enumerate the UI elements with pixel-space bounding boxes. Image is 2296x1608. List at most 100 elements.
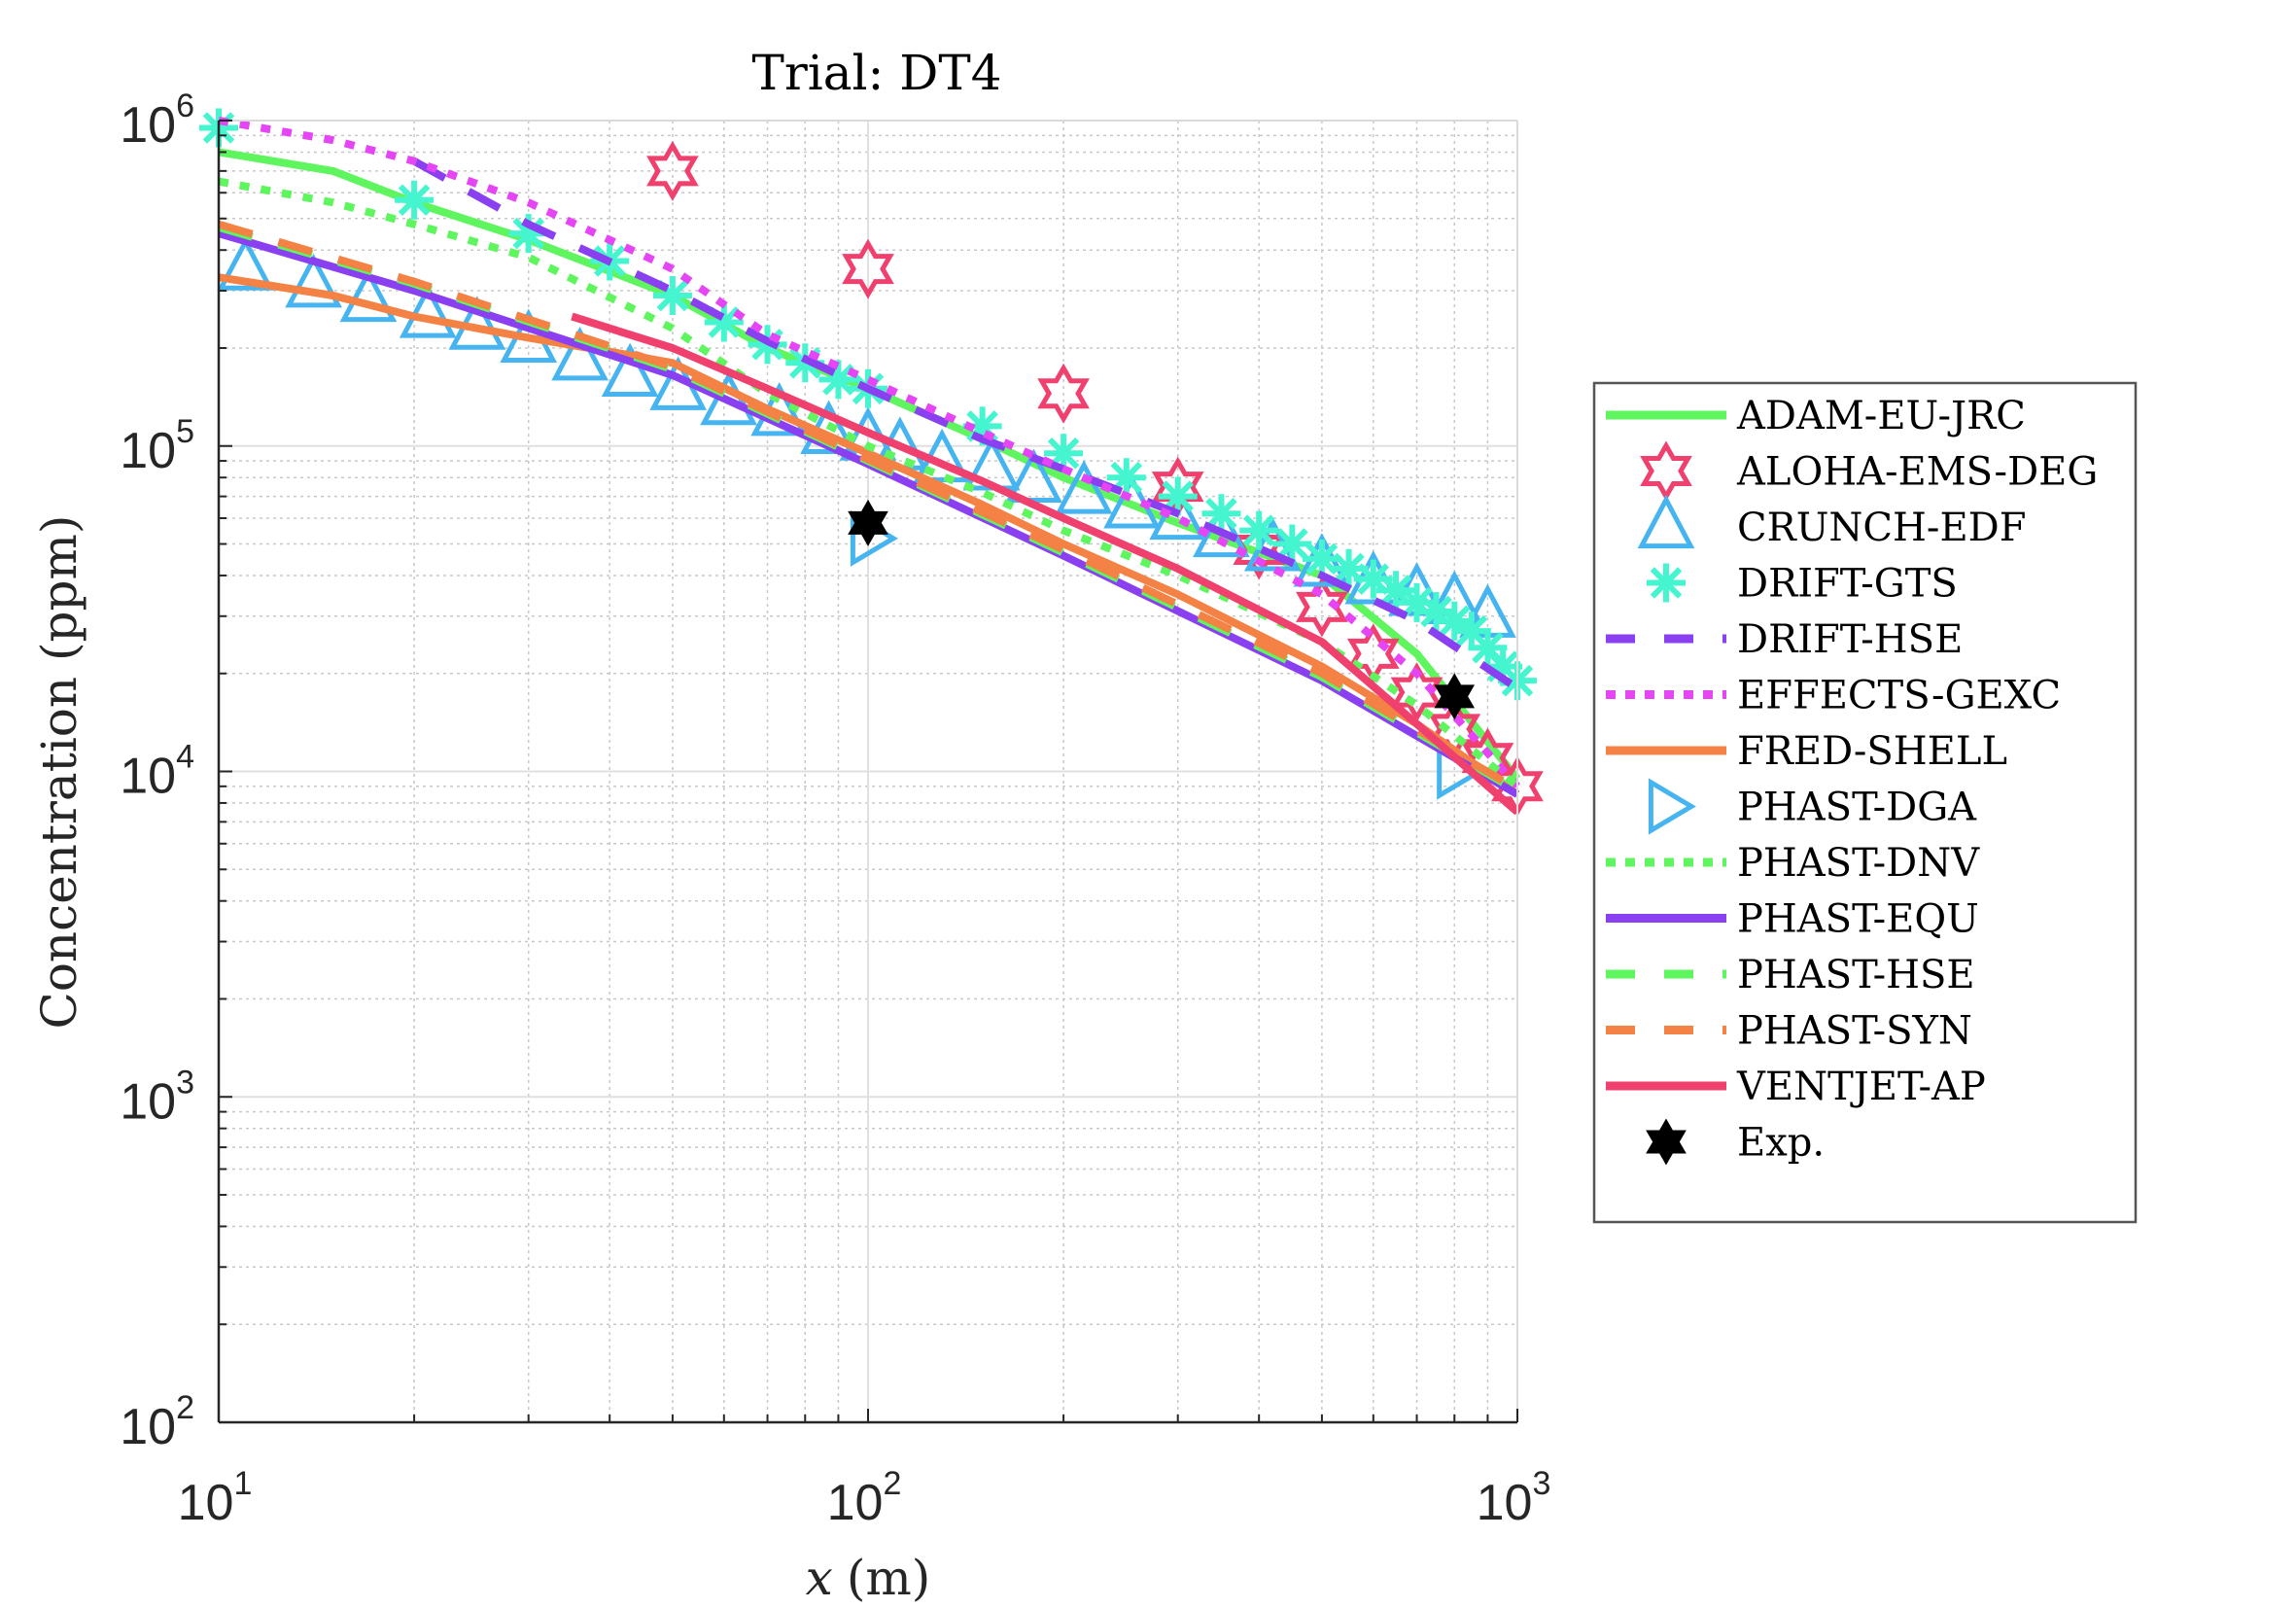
tick-base: 10 [120, 423, 176, 479]
data-point-drift-gts [1451, 612, 1491, 651]
x-axis-label: x (m) [806, 1550, 931, 1606]
legend-marker [1648, 778, 1696, 835]
legend-item-phast-equ: PHAST-EQU [1606, 897, 1979, 942]
legend-marker [1646, 1118, 1687, 1166]
data-point-drift-gts [1272, 524, 1312, 564]
series-ventjet-ap [571, 312, 1520, 816]
asterisk-stroke [1110, 461, 1143, 494]
data-point-aloha-ems-deg [842, 238, 894, 299]
tick-exponent: 6 [176, 87, 194, 124]
asterisk-stroke [1276, 528, 1308, 560]
legend-item-effects-gexc: EFFECTS-GEXC [1606, 674, 2061, 718]
data-point-aloha-ems-deg [646, 140, 699, 201]
data-point-drift-gts [1201, 494, 1241, 534]
legend-item-fred-shell: FRED-SHELL [1606, 729, 2007, 774]
series-line-ventjet-ap [571, 312, 1520, 816]
tick-base: 10 [178, 1475, 234, 1531]
legend-item-aloha-ems-deg: ALOHA-EMS-DEG [1640, 440, 2098, 502]
legend: ADAM-EU-JRC ALOHA-EMS-DEG CRUNCH-EDF DRIFT-… [1592, 381, 2138, 1224]
tick-exponent: 2 [176, 1389, 194, 1426]
series-phast-syn [217, 220, 1520, 793]
legend-label: PHAST-SYN [1737, 1009, 1972, 1054]
asterisk-stroke [1162, 480, 1194, 512]
y-tick-label: 102 [120, 1389, 194, 1455]
data-point-crunch-edf [399, 284, 457, 338]
legend-label: EFFECTS-GEXC [1737, 674, 2061, 718]
legend-item-phast-dnv: PHAST-DNV [1606, 841, 1980, 886]
series-exp [848, 499, 1476, 720]
series-fred-shell [218, 273, 1520, 798]
series-line-drift-hse [412, 157, 1520, 692]
x-tick-labels: 101 102 103 [178, 1465, 1551, 1531]
data-point-aloha-ems-deg [1037, 363, 1090, 424]
legend-label: DRIFT-GTS [1737, 562, 1958, 607]
x-tick-label: 101 [178, 1465, 253, 1531]
series-effects-gexc [218, 117, 1520, 789]
y-tick-label: 105 [120, 413, 194, 479]
data-point-crunch-edf [339, 267, 398, 323]
data-point-drift-gts [1376, 571, 1416, 611]
data-point-drift-gts [1239, 510, 1279, 550]
x-axis-label-unit: (m) [847, 1550, 930, 1606]
y-axis-label: Concentration (ppm) [31, 515, 87, 1030]
legend-item-ventjet-ap: VENTJET-AP [1606, 1065, 1986, 1109]
asterisk-stroke [1379, 575, 1412, 607]
asterisk-stroke [1650, 567, 1683, 599]
legend-item-drift-hse: DRIFT-HSE [1606, 617, 1963, 662]
data-point-exp [848, 499, 888, 546]
series-line-effects-gexc [218, 117, 1520, 789]
data-point-crunch-edf [285, 253, 342, 308]
tick-base: 10 [120, 1399, 176, 1455]
legend-label: PHAST-EQU [1737, 897, 1979, 942]
data-point-crunch-edf [1005, 448, 1062, 503]
tick-base: 10 [120, 1073, 176, 1130]
legend-item-exp: Exp. [1646, 1118, 1825, 1166]
y-tick-label: 104 [120, 739, 194, 805]
tick-exponent: 4 [176, 739, 194, 776]
data-point-aloha-ems-deg [1296, 577, 1348, 638]
x-tick-label: 102 [827, 1465, 902, 1531]
tick-exponent: 3 [1532, 1465, 1550, 1502]
legend-item-phast-syn: PHAST-SYN [1606, 1009, 1972, 1054]
tick-base: 10 [120, 749, 176, 805]
chart-title: Trial: DT4 [751, 45, 1001, 101]
y-tick-label: 106 [120, 87, 194, 154]
legend-marker [1647, 563, 1686, 603]
series-drift-hse [412, 157, 1520, 692]
data-point-aloha-ems-deg [1390, 662, 1444, 723]
asterisk-stroke [512, 217, 544, 250]
legend-item-phast-dga: PHAST-DGA [1648, 778, 1977, 835]
tick-base: 10 [120, 97, 176, 154]
y-tick-label: 103 [120, 1064, 194, 1130]
data-point-crunch-edf [551, 326, 609, 381]
x-axis-label-var: x [806, 1550, 833, 1606]
series-line-phast-syn [217, 220, 1520, 793]
data-point-crunch-edf [217, 236, 275, 291]
legend-item-phast-hse: PHAST-HSE [1606, 953, 1975, 997]
data-point-drift-gts [395, 180, 435, 220]
tick-exponent: 2 [883, 1465, 901, 1502]
legend-item-adam-eu-jrc: ADAM-EU-JRC [1606, 394, 2026, 438]
legend-item-crunch-edf: CRUNCH-EDF [1637, 494, 2026, 550]
legend-label: ALOHA-EMS-DEG [1736, 450, 2098, 495]
tick-base: 10 [1477, 1475, 1533, 1531]
plot-series [199, 108, 1544, 817]
asterisk-stroke [1047, 437, 1080, 470]
legend-marker [1637, 494, 1695, 549]
axes [217, 120, 1518, 1424]
legend-label: PHAST-HSE [1737, 953, 1975, 997]
data-point-crunch-edf [1055, 460, 1113, 514]
legend-label: ADAM-EU-JRC [1736, 394, 2026, 438]
legend-label: Exp. [1737, 1121, 1825, 1166]
asterisk-stroke [1242, 514, 1275, 546]
tick-exponent: 1 [233, 1465, 252, 1502]
x-tick-label: 103 [1477, 1465, 1551, 1531]
data-point-exp [1434, 673, 1476, 720]
legend-label: PHAST-DNV [1737, 841, 1980, 886]
tick-exponent: 5 [176, 413, 194, 450]
legend-label: FRED-SHELL [1737, 729, 2007, 774]
legend-label: DRIFT-HSE [1737, 617, 1963, 662]
asterisk-stroke [398, 184, 431, 216]
